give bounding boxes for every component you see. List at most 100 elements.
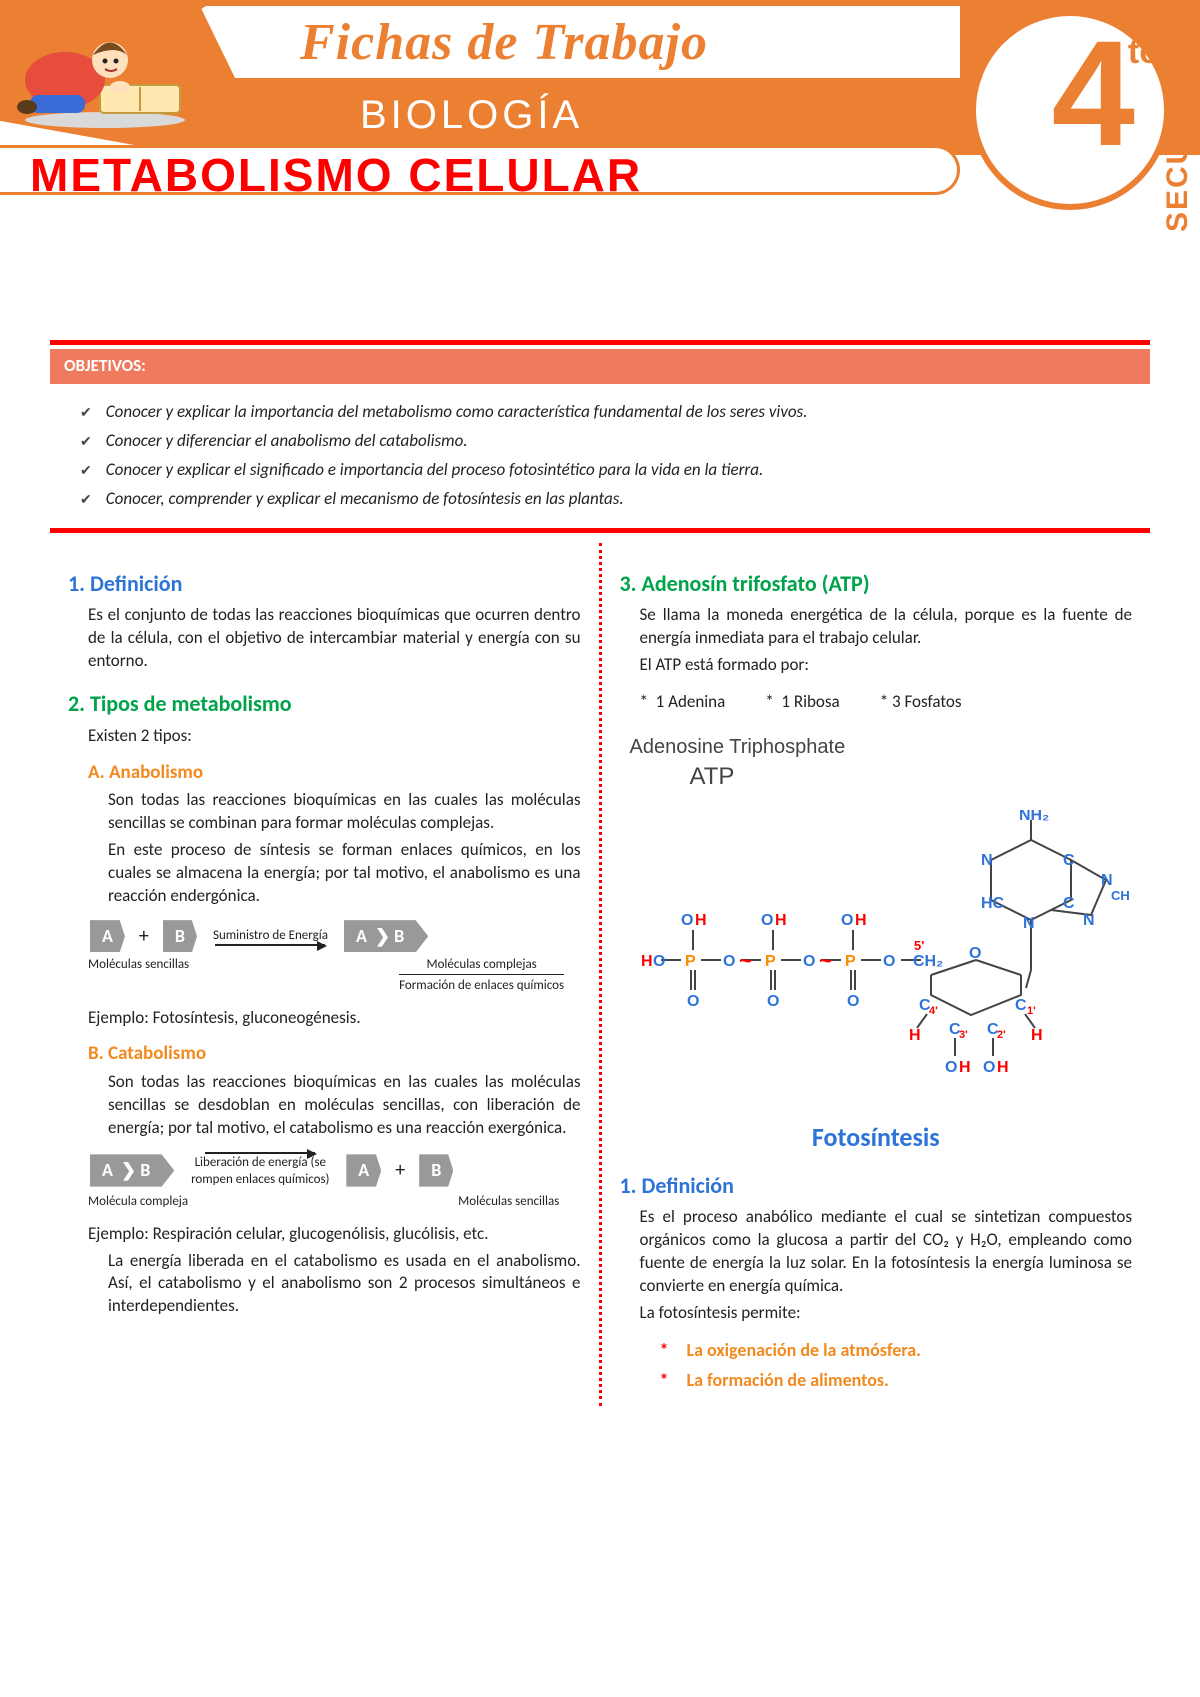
photosynthesis-header: Fotosíntesis: [620, 1120, 1133, 1155]
cap-complex-start: Molécula compleja: [88, 1193, 188, 1211]
svg-text:O: O: [983, 1059, 995, 1076]
svg-text:H: H: [1031, 1027, 1043, 1044]
svg-text:P: P: [685, 953, 696, 970]
section-2-title: 2. Tipos de metabolismo: [68, 689, 581, 719]
arrow-icon: [205, 1152, 315, 1154]
svg-text:C: C: [1063, 852, 1075, 869]
svg-text:H: H: [997, 1059, 1009, 1076]
catabolism-diagram: A ❯ B Liberación de energía (se rompen e…: [88, 1152, 581, 1211]
divider-bottom: [50, 528, 1150, 533]
svg-text:4': 4': [929, 1005, 938, 1017]
svg-text:CH: CH: [1111, 888, 1130, 903]
foto-s1-body: Es el proceso anabólico mediante el cual…: [640, 1206, 1133, 1298]
svg-text:O: O: [883, 953, 895, 970]
svg-text:O: O: [841, 912, 853, 929]
objective-item: Conocer y explicar el significado e impo…: [80, 456, 1140, 485]
molecule-b: B: [163, 920, 197, 952]
objectives-list: Conocer y explicar la importancia del me…: [50, 384, 1150, 528]
grade-suffix: to: [1128, 30, 1160, 76]
svg-text:C: C: [1015, 997, 1027, 1014]
catabolism-example: Ejemplo: Respiración celular, glucogenól…: [88, 1223, 581, 1246]
column-right: 3. Adenosín trifosfato (ATP) Se llama la…: [602, 543, 1151, 1406]
objectives-block: OBJETIVOS: Conocer y explicar la importa…: [50, 340, 1150, 533]
section-3-title: 3. Adenosín trifosfato (ATP): [620, 569, 1133, 599]
anabolism-diagram: A + B Suministro de Energía A ❯ B Molécu…: [88, 920, 581, 994]
svg-text:5': 5': [914, 938, 924, 953]
svg-text:O: O: [847, 993, 859, 1010]
atp-part: * 1 Adenina: [640, 691, 726, 714]
atp-part: * 1 Ribosa: [765, 691, 839, 714]
svg-text:N: N: [981, 852, 993, 869]
objective-item: Conocer y explicar la importancia del me…: [80, 398, 1140, 427]
svg-text:N: N: [1083, 912, 1095, 929]
column-left: 1. Definición Es el conjunto de todas la…: [50, 543, 602, 1406]
svg-text:CH₂: CH₂: [913, 953, 943, 970]
atp-fig-sub: ATP: [690, 761, 1133, 793]
arrow-label-bot: Liberación de energía (se rompen enlaces…: [190, 1154, 330, 1189]
section-1-body: Es el conjunto de todas las reacciones b…: [88, 604, 581, 673]
subject-label: BIOLOGÍA: [360, 88, 583, 142]
svg-text:O: O: [653, 953, 665, 970]
svg-text:H: H: [909, 1027, 921, 1044]
grade-number: 4: [1052, 18, 1135, 168]
catabolism-title: B. Catabolismo: [88, 1041, 581, 1067]
atp-components: * 1 Adenina * 1 Ribosa * 3 Fosfatos: [640, 691, 1133, 714]
catabolism-p2: La energía liberada en el catabolismo es…: [108, 1250, 581, 1319]
arrow-label-top: Suministro de Energía: [213, 927, 328, 945]
molecule-b-out: B: [419, 1154, 453, 1186]
section-1-title: 1. Definición: [68, 569, 581, 599]
atp-part: * 3 Fosfatos: [880, 691, 962, 714]
svg-text:P: P: [765, 953, 776, 970]
svg-text:C: C: [1063, 895, 1075, 912]
svg-text:O: O: [969, 945, 981, 962]
molecule-ab-start: A ❯ B: [90, 1154, 174, 1186]
svg-text:~: ~: [739, 948, 752, 973]
atp-figure: Adenosine Triphosphate ATP: [630, 734, 1133, 1089]
anabolism-example: Ejemplo: Fotosíntesis, gluconeogénesis.: [88, 1007, 581, 1030]
svg-text:2': 2': [997, 1029, 1006, 1041]
divider-top: [50, 340, 1150, 345]
svg-text:O: O: [681, 912, 693, 929]
svg-text:H: H: [695, 912, 707, 929]
svg-text:H: H: [641, 953, 653, 970]
svg-text:O: O: [723, 953, 735, 970]
cap-complex: Moléculas complejas Formación de enlaces…: [399, 956, 564, 994]
objective-item: Conocer, comprender y explicar el mecani…: [80, 485, 1140, 514]
cap-simple-out: Moléculas sencillas: [458, 1193, 559, 1211]
content-columns: 1. Definición Es el conjunto de todas la…: [50, 543, 1150, 1406]
cap-simple: Moléculas sencillas: [88, 956, 189, 994]
plus-icon: +: [139, 923, 149, 950]
svg-text:P: P: [845, 953, 856, 970]
topic-title: METABOLISMO CELULAR: [30, 144, 642, 206]
section-3-p2: El ATP está formado por:: [640, 654, 1133, 677]
worksheet-header: Fichas de Trabajo BIOLOGÍA METABOLISMO C…: [0, 0, 1200, 200]
svg-text:O: O: [803, 953, 815, 970]
series-title: Fichas de Trabajo: [300, 8, 708, 78]
objectives-heading: OBJETIVOS:: [50, 349, 1150, 384]
svg-text:HC: HC: [981, 895, 1005, 912]
foto-s1-lead: La fotosíntesis permite:: [640, 1302, 1133, 1325]
svg-text:O: O: [687, 993, 699, 1010]
svg-text:3': 3': [959, 1029, 968, 1041]
objective-item: Conocer y diferenciar el anabolismo del …: [80, 427, 1140, 456]
anabolism-p1: Son todas las reacciones bioquímicas en …: [108, 789, 581, 835]
svg-text:N: N: [1101, 872, 1113, 889]
atp-fig-title: Adenosine Triphosphate: [630, 734, 1133, 761]
kid-reading-icon: [15, 15, 195, 130]
svg-text:~: ~: [819, 948, 832, 973]
arrow-icon: [215, 944, 325, 946]
foto-s1-title: 1. Definición: [620, 1171, 1133, 1201]
svg-text:H: H: [775, 912, 787, 929]
svg-text:O: O: [761, 912, 773, 929]
anabolism-title: A. Anabolismo: [88, 760, 581, 786]
plus-icon: +: [395, 1157, 405, 1184]
catabolism-p1: Son todas las reacciones bioquímicas en …: [108, 1071, 581, 1140]
svg-text:N: N: [1023, 915, 1035, 932]
svg-text:NH₂: NH₂: [1019, 810, 1049, 824]
anabolism-p2: En este proceso de síntesis se forman en…: [108, 839, 581, 908]
foto-benefits: La oxigenación de la atmósfera. La forma…: [660, 1335, 1133, 1396]
svg-text:H: H: [959, 1059, 971, 1076]
molecule-a-out: A: [346, 1154, 381, 1186]
section-2-intro: Existen 2 tipos:: [88, 725, 581, 748]
foto-benefit: La oxigenación de la atmósfera.: [660, 1335, 1133, 1365]
